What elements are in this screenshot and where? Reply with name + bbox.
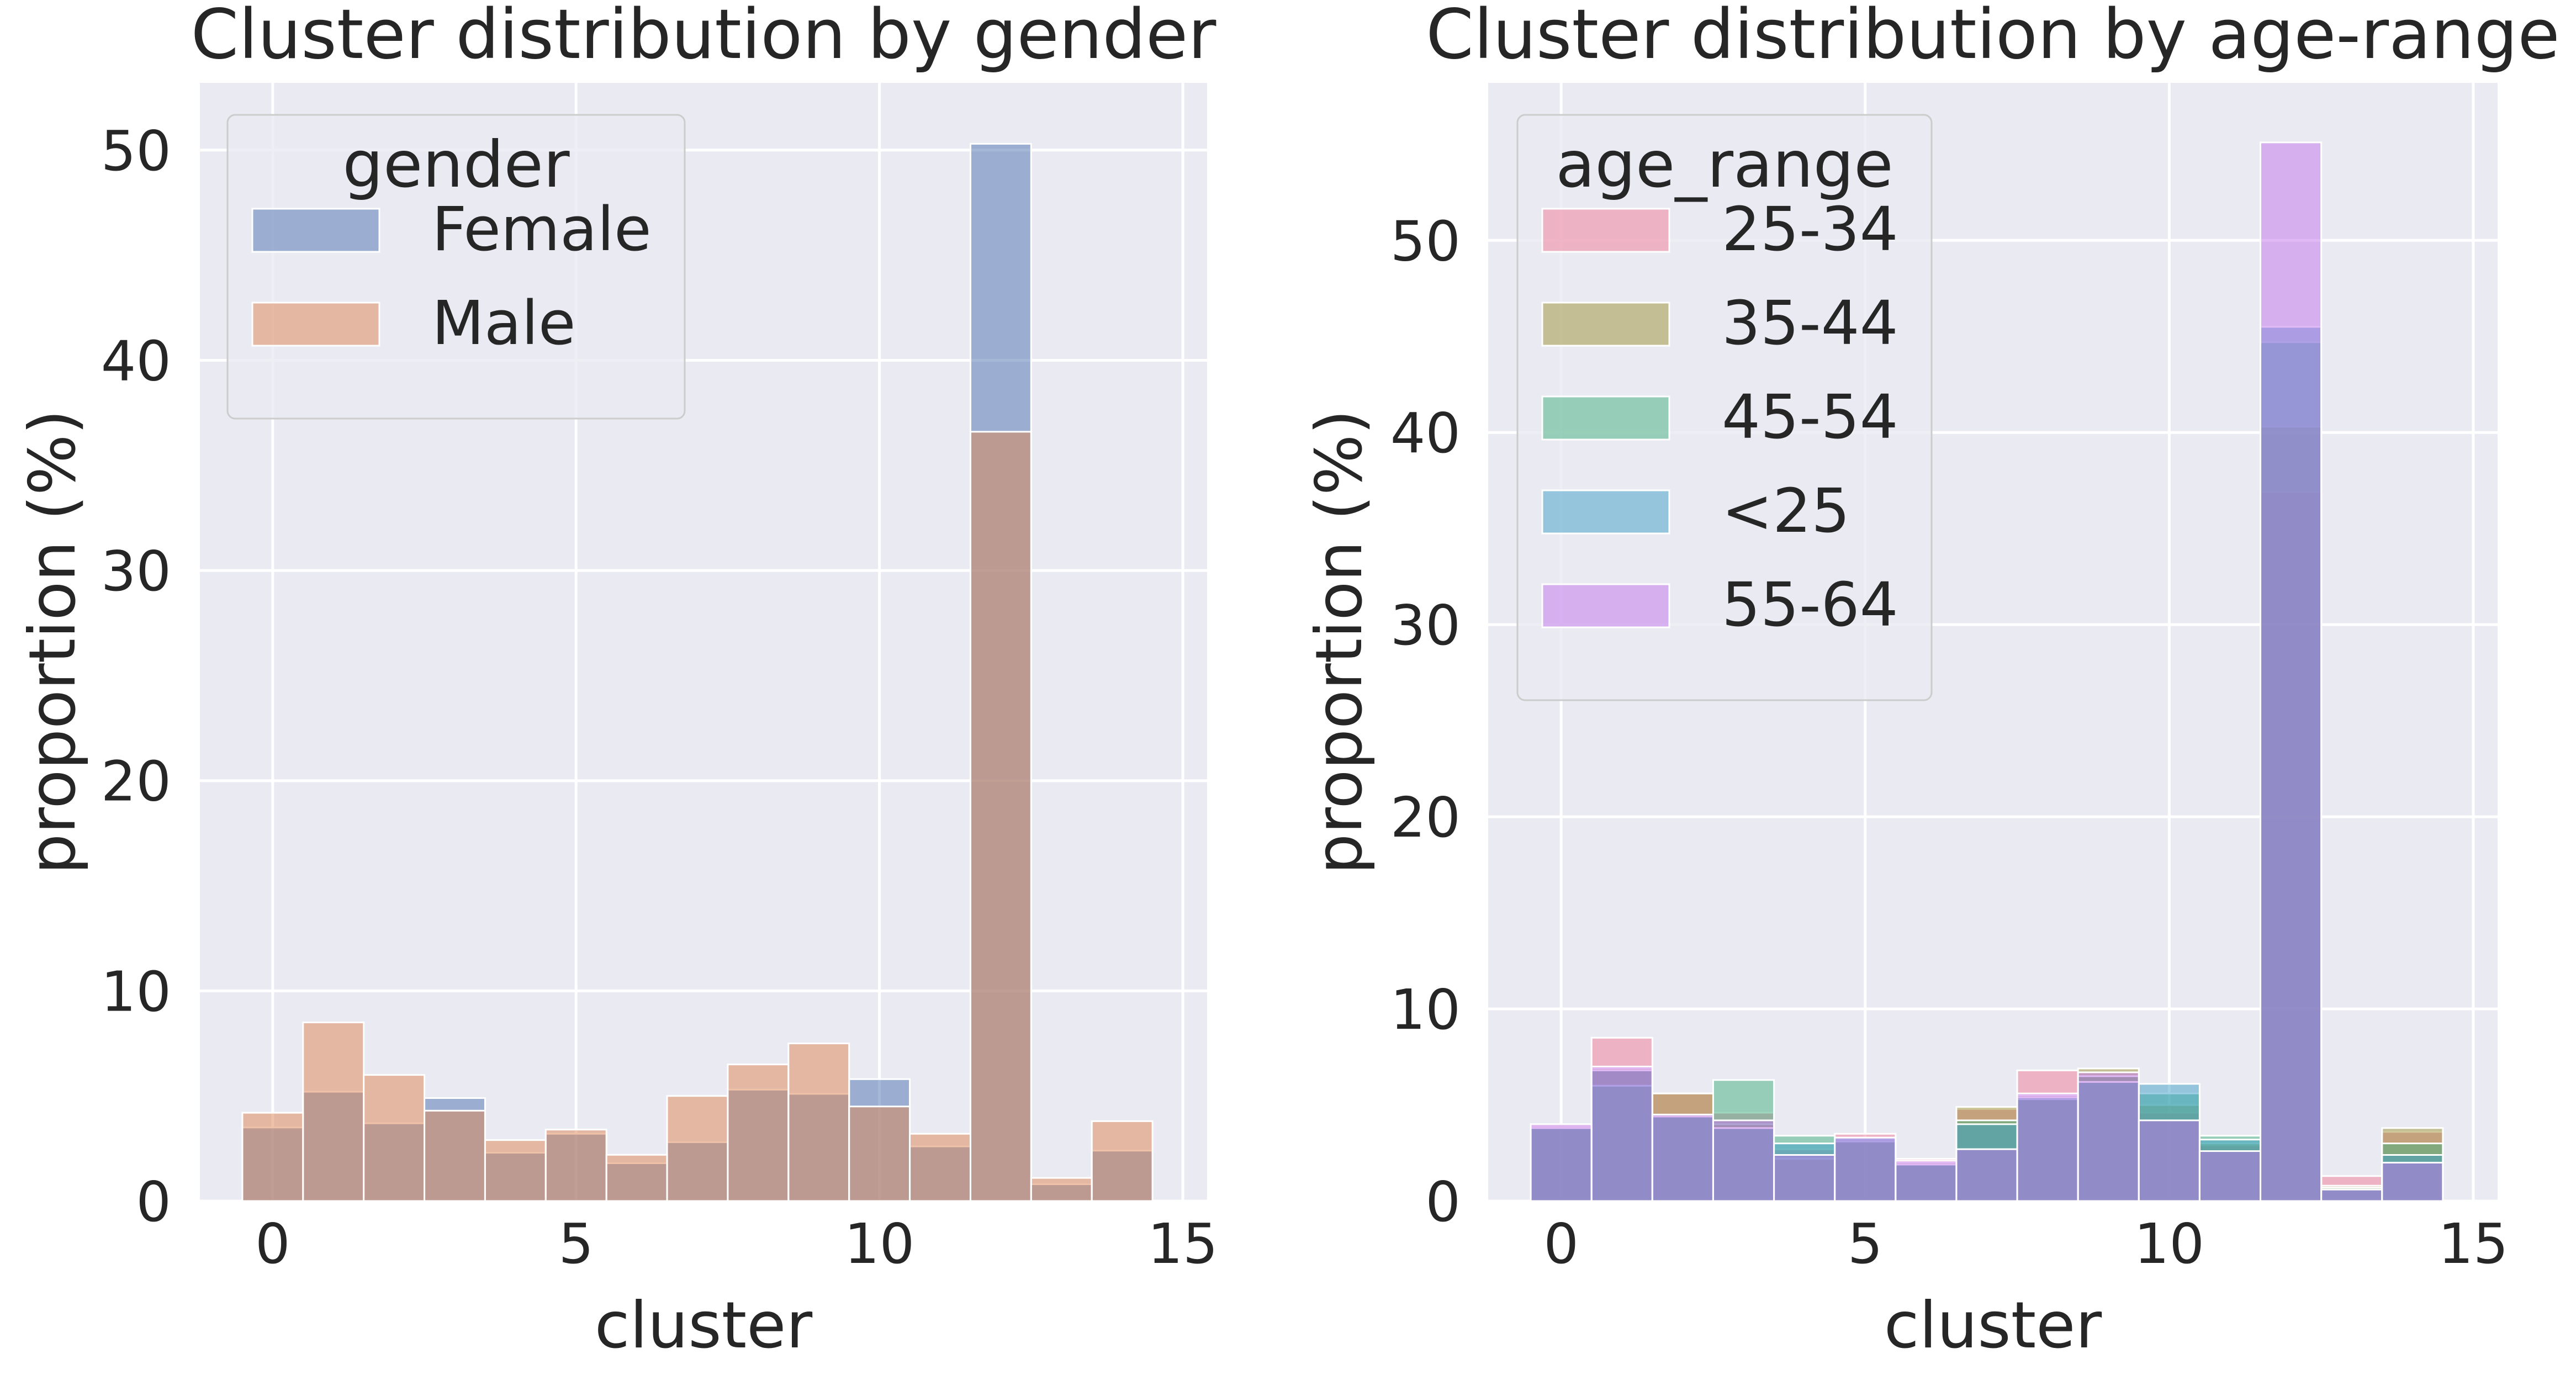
legend-swatch [1541,489,1670,535]
chart-title: Cluster distribution by age-range [1426,0,2559,75]
bar [2260,141,2323,1202]
y-tick-label: 10 [101,959,171,1024]
bar [484,1139,547,1202]
y-tick-label: 20 [101,749,171,814]
bar [909,1133,971,1202]
bar [1091,1120,1154,1202]
bar [1712,1119,1775,1202]
bar [424,1109,486,1202]
legend-label: <25 [1722,475,1850,546]
bar [2016,1092,2079,1202]
series-Male [241,431,1154,1202]
legend-label: 45-54 [1722,382,1898,452]
legend-swatch [1541,208,1670,253]
legend-label: Female [432,194,652,265]
x-tick-label: 10 [2134,1212,2204,1276]
bar [2198,1150,2262,1202]
legend-swatch [1541,395,1670,441]
bar [727,1064,790,1202]
bar [969,431,1032,1202]
y-tick-label: 40 [101,329,171,393]
bar [2077,1071,2140,1202]
legend-title: age_range [1556,128,1893,202]
x-tick-label: 15 [2438,1212,2508,1276]
y-tick-label: 30 [1390,593,1461,658]
x-tick-label: 5 [1848,1212,1883,1276]
y-axis-label: proportion (%) [1302,410,1377,875]
legend-swatch [251,302,380,347]
legend-label: 35-44 [1722,288,1898,358]
bar [848,1106,911,1202]
legend-swatch [1541,583,1670,628]
bar [241,1112,304,1202]
bar [1651,1113,1714,1202]
x-tick-label: 0 [255,1212,290,1276]
bar [2320,1188,2383,1202]
bar [666,1095,729,1202]
legend-title: gender [342,128,570,202]
legend-swatch [1541,302,1670,347]
y-tick-label: 50 [1390,209,1461,273]
bar [1773,1154,1836,1202]
y-axis-label: proportion (%) [15,410,90,875]
x-axis-label: cluster [1884,1288,2102,1363]
legend-swatch [251,208,380,253]
series-55-64 [1530,141,2444,1202]
bar [2138,1119,2201,1202]
y-tick-label: 0 [1425,1170,1461,1234]
legend-label: 55-64 [1722,569,1898,640]
bar [1530,1123,1593,1202]
chart-title: Cluster distribution by gender [191,0,1216,75]
chart-panel-2: 0 5 10 15 0 10 20 30 40 50 Cluster distribution by… [1302,0,2560,1363]
y-tick-label: 30 [101,539,171,604]
bar [2381,1161,2444,1202]
x-tick-label: 5 [558,1212,594,1276]
bar [363,1074,426,1202]
y-tick-label: 20 [1390,785,1461,850]
bar [605,1154,668,1202]
bar [302,1021,365,1202]
x-axis-label: cluster [595,1288,813,1363]
y-tick-label: 10 [1390,977,1461,1042]
legend-label: 25-34 [1722,194,1898,265]
x-tick-label: 0 [1543,1212,1579,1276]
legend-label: Male [432,288,576,358]
bar [787,1043,850,1202]
bar [544,1129,607,1202]
x-tick-label: 15 [1147,1212,1218,1276]
y-tick-label: 0 [136,1170,171,1234]
bar [1030,1177,1093,1202]
bar [1895,1160,1958,1202]
bar [1834,1136,1897,1202]
y-tick-label: 40 [1390,401,1461,466]
x-tick-label: 10 [844,1212,914,1276]
y-tick-label: 50 [101,119,171,183]
bar [1590,1065,1653,1202]
legend-box [1516,114,1933,701]
chart-panel-1: 0 5 10 15 0 10 20 30 40 50 Cluster distribution by… [15,0,1218,1363]
bar [1955,1148,2018,1202]
